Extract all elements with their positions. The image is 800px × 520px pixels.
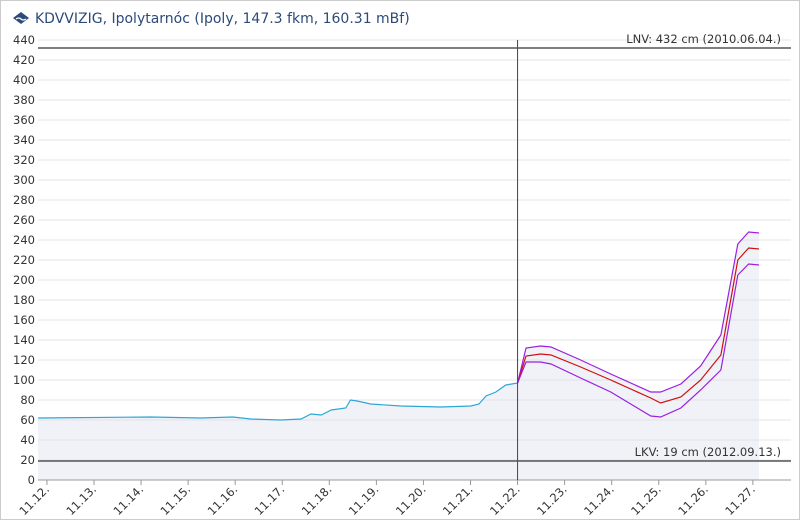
series-line — [516, 247, 760, 404]
y-tick-label: 380 — [13, 93, 35, 107]
y-tick-label: 400 — [13, 73, 35, 87]
x-tick-label: 11.21. — [440, 482, 476, 518]
y-tick-label: 220 — [13, 253, 35, 267]
y-tick-label: 80 — [20, 393, 35, 407]
y-tick-label: 100 — [13, 373, 35, 387]
y-tick-label: 40 — [20, 433, 35, 447]
x-tick-label: 11.18. — [299, 482, 335, 518]
x-tick-label: 11.22. — [487, 482, 523, 518]
y-tick-label: 160 — [13, 313, 35, 327]
y-tick-label: 140 — [13, 333, 35, 347]
logo — [13, 12, 29, 24]
x-tick-label: 11.16. — [205, 482, 241, 518]
x-tick-label: 11.26. — [675, 482, 711, 518]
y-tick-label: 0 — [28, 473, 35, 487]
y-tick-label: 200 — [13, 273, 35, 287]
y-tick-label: 260 — [13, 213, 35, 227]
y-tick-label: 180 — [13, 293, 35, 307]
y-tick-label: 60 — [20, 413, 35, 427]
x-tick-label: 11.12. — [16, 482, 52, 518]
y-tick-label: 320 — [13, 153, 35, 167]
x-tick-label: 11.23. — [534, 482, 570, 518]
series-line — [517, 263, 760, 418]
series-line — [516, 231, 760, 393]
x-tick-label: 11.13. — [63, 482, 99, 518]
reference-label: LNV: 432 cm (2010.06.04.) — [626, 32, 781, 46]
x-tick-label: 11.17. — [252, 482, 288, 518]
x-tick-label: 11.15. — [157, 482, 193, 518]
y-tick-label: 240 — [13, 233, 35, 247]
y-tick-label: 20 — [20, 453, 35, 467]
area — [517, 232, 759, 480]
y-tick-label: 120 — [13, 353, 35, 367]
x-tick-label: 11.25. — [628, 482, 664, 518]
x-tick-label: 11.20. — [393, 482, 429, 518]
x-tick-label: 11.14. — [110, 482, 146, 518]
y-tick-label: 420 — [13, 53, 35, 67]
y-tick-label: 280 — [13, 193, 35, 207]
x-tick-label: 11.24. — [581, 482, 617, 518]
y-tick-label: 440 — [13, 33, 35, 47]
reference-label: LKV: 19 cm (2012.09.13.) — [635, 445, 781, 459]
chart-title: KDVVIZIG, Ipolytarnóc (Ipoly, 147.3 fkm,… — [35, 11, 410, 27]
y-tick-label: 360 — [13, 113, 35, 127]
y-tick-label: 300 — [13, 173, 35, 187]
series-line — [37, 382, 518, 421]
x-tick-label: 11.19. — [346, 482, 382, 518]
x-tick-label: 11.27. — [722, 482, 758, 518]
area — [38, 383, 518, 480]
y-tick-label: 340 — [13, 133, 35, 147]
